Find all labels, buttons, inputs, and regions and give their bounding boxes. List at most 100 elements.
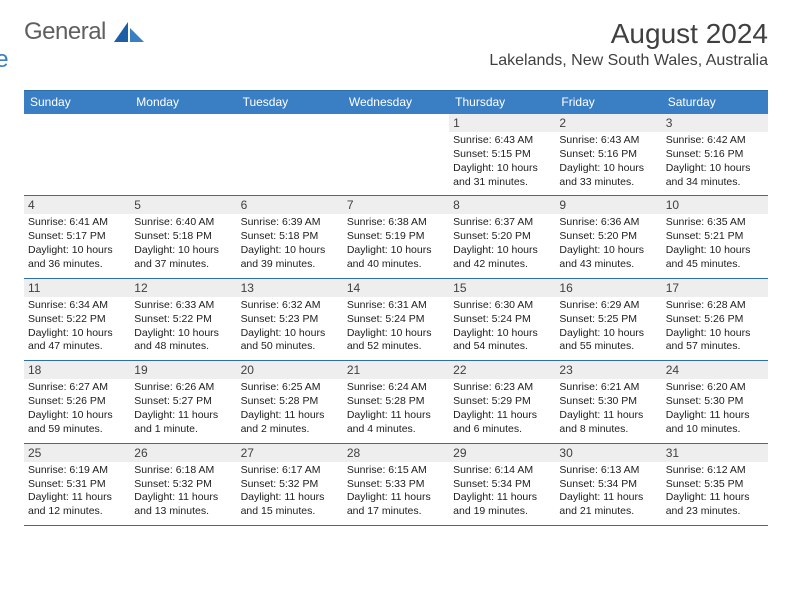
sunrise-text: Sunrise: 6:39 AM bbox=[241, 216, 339, 230]
day-number: 5 bbox=[130, 196, 236, 214]
day-cell: 11Sunrise: 6:34 AMSunset: 5:22 PMDayligh… bbox=[24, 279, 130, 360]
sunrise-text: Sunrise: 6:13 AM bbox=[559, 464, 657, 478]
sunrise-text: Sunrise: 6:35 AM bbox=[666, 216, 764, 230]
day-cell: 15Sunrise: 6:30 AMSunset: 5:24 PMDayligh… bbox=[449, 279, 555, 360]
day-info: Sunrise: 6:36 AMSunset: 5:20 PMDaylight:… bbox=[559, 216, 657, 271]
day-info: Sunrise: 6:27 AMSunset: 5:26 PMDaylight:… bbox=[28, 381, 126, 436]
daylight-text: Daylight: 11 hours and 1 minute. bbox=[134, 409, 232, 437]
sunset-text: Sunset: 5:21 PM bbox=[666, 230, 764, 244]
day-info: Sunrise: 6:24 AMSunset: 5:28 PMDaylight:… bbox=[347, 381, 445, 436]
day-number: 2 bbox=[555, 114, 661, 132]
day-number bbox=[343, 114, 449, 132]
day-number: 9 bbox=[555, 196, 661, 214]
sunset-text: Sunset: 5:17 PM bbox=[28, 230, 126, 244]
sunset-text: Sunset: 5:22 PM bbox=[28, 313, 126, 327]
sunrise-text: Sunrise: 6:43 AM bbox=[453, 134, 551, 148]
day-number: 8 bbox=[449, 196, 555, 214]
sunrise-text: Sunrise: 6:24 AM bbox=[347, 381, 445, 395]
day-number: 16 bbox=[555, 279, 661, 297]
sunrise-text: Sunrise: 6:19 AM bbox=[28, 464, 126, 478]
day-number: 17 bbox=[662, 279, 768, 297]
month-title: August 2024 bbox=[489, 18, 768, 50]
daylight-text: Daylight: 10 hours and 34 minutes. bbox=[666, 162, 764, 190]
day-cell: 28Sunrise: 6:15 AMSunset: 5:33 PMDayligh… bbox=[343, 444, 449, 525]
sunrise-text: Sunrise: 6:40 AM bbox=[134, 216, 232, 230]
day-cell: 20Sunrise: 6:25 AMSunset: 5:28 PMDayligh… bbox=[237, 361, 343, 442]
sunset-text: Sunset: 5:31 PM bbox=[28, 478, 126, 492]
sunrise-text: Sunrise: 6:29 AM bbox=[559, 299, 657, 313]
sunset-text: Sunset: 5:22 PM bbox=[134, 313, 232, 327]
daylight-text: Daylight: 11 hours and 12 minutes. bbox=[28, 491, 126, 519]
day-cell: 6 Sunrise: 6:39 AMSunset: 5:18 PMDaylight… bbox=[237, 196, 343, 277]
day-cell: 9 Sunrise: 6:36 AMSunset: 5:20 PMDaylight… bbox=[555, 196, 661, 277]
weekday-fri: Friday bbox=[555, 91, 661, 114]
sunset-text: Sunset: 5:32 PM bbox=[134, 478, 232, 492]
day-number: 1 bbox=[449, 114, 555, 132]
day-cell bbox=[237, 114, 343, 195]
day-info: Sunrise: 6:29 AMSunset: 5:25 PMDaylight:… bbox=[559, 299, 657, 354]
day-cell: 7Sunrise: 6:38 AMSunset: 5:19 PMDaylight… bbox=[343, 196, 449, 277]
day-info: Sunrise: 6:21 AMSunset: 5:30 PMDaylight:… bbox=[559, 381, 657, 436]
daylight-text: Daylight: 10 hours and 55 minutes. bbox=[559, 327, 657, 355]
day-cell: 31Sunrise: 6:12 AMSunset: 5:35 PMDayligh… bbox=[662, 444, 768, 525]
sunrise-text: Sunrise: 6:27 AM bbox=[28, 381, 126, 395]
sunset-text: Sunset: 5:34 PM bbox=[559, 478, 657, 492]
week-row: 4 Sunrise: 6:41 AMSunset: 5:17 PM Daylight… bbox=[24, 196, 768, 278]
sunrise-text: Sunrise: 6:20 AM bbox=[666, 381, 764, 395]
day-number: 3 bbox=[662, 114, 768, 132]
sunrise-text: Sunrise: 6:41 AM bbox=[28, 216, 126, 230]
day-number: 30 bbox=[555, 444, 661, 462]
sunrise-text: Sunrise: 6:18 AM bbox=[134, 464, 232, 478]
daylight-text: Daylight: 10 hours and 50 minutes. bbox=[241, 327, 339, 355]
daylight-text: Daylight: 11 hours and 6 minutes. bbox=[453, 409, 551, 437]
sunset-text: Sunset: 5:19 PM bbox=[347, 230, 445, 244]
sunset-text: Sunset: 5:33 PM bbox=[347, 478, 445, 492]
day-cell: 26Sunrise: 6:18 AMSunset: 5:32 PMDayligh… bbox=[130, 444, 236, 525]
day-info: Sunrise: 6:43 AMSunset: 5:15 PMDaylight:… bbox=[453, 134, 551, 189]
day-cell: 17Sunrise: 6:28 AMSunset: 5:26 PMDayligh… bbox=[662, 279, 768, 360]
location: Lakelands, New South Wales, Australia bbox=[489, 52, 768, 70]
sunrise-text: Sunrise: 6:37 AM bbox=[453, 216, 551, 230]
logo-sail-icon bbox=[114, 22, 146, 44]
sunset-text: Sunset: 5:16 PM bbox=[559, 148, 657, 162]
sunrise-text: Sunrise: 6:38 AM bbox=[347, 216, 445, 230]
logo-text-general: General bbox=[24, 18, 106, 45]
day-number bbox=[237, 114, 343, 132]
day-info: Sunrise: 6:34 AMSunset: 5:22 PMDaylight:… bbox=[28, 299, 126, 354]
day-number: 13 bbox=[237, 279, 343, 297]
day-info: Sunrise: 6:30 AMSunset: 5:24 PMDaylight:… bbox=[453, 299, 551, 354]
page-header: General Blue August 2024 Lakelands, New … bbox=[0, 0, 792, 82]
daylight-text: Daylight: 10 hours and 52 minutes. bbox=[347, 327, 445, 355]
weekday-mon: Monday bbox=[130, 91, 236, 114]
daylight-text: Daylight: 11 hours and 4 minutes. bbox=[347, 409, 445, 437]
sunrise-text: Sunrise: 6:12 AM bbox=[666, 464, 764, 478]
day-info: Sunrise: 6:38 AMSunset: 5:19 PMDaylight:… bbox=[347, 216, 445, 271]
day-cell: 19Sunrise: 6:26 AMSunset: 5:27 PMDayligh… bbox=[130, 361, 236, 442]
day-number: 4 bbox=[24, 196, 130, 214]
day-number: 21 bbox=[343, 361, 449, 379]
day-info: Sunrise: 6:33 AMSunset: 5:22 PMDaylight:… bbox=[134, 299, 232, 354]
sunset-text: Sunset: 5:32 PM bbox=[241, 478, 339, 492]
day-info: Sunrise: 6:39 AMSunset: 5:18 PMDaylight:… bbox=[241, 216, 339, 271]
day-number: 29 bbox=[449, 444, 555, 462]
day-cell: 12 Sunrise: 6:33 AMSunset: 5:22 PMDayligh… bbox=[130, 279, 236, 360]
daylight-text: Daylight: 10 hours and 33 minutes. bbox=[559, 162, 657, 190]
daylight-text: Daylight: 10 hours and 40 minutes. bbox=[347, 244, 445, 272]
day-cell: 21 Sunrise: 6:24 AMSunset: 5:28 PMDayligh… bbox=[343, 361, 449, 442]
day-info: Sunrise: 6:20 AMSunset: 5:30 PMDaylight:… bbox=[666, 381, 764, 436]
day-number: 6 bbox=[237, 196, 343, 214]
day-cell: 8Sunrise: 6:37 AMSunset: 5:20 PMDaylight… bbox=[449, 196, 555, 277]
daylight-text: Daylight: 11 hours and 10 minutes. bbox=[666, 409, 764, 437]
sunrise-text: Sunrise: 6:23 AM bbox=[453, 381, 551, 395]
sunset-text: Sunset: 5:20 PM bbox=[559, 230, 657, 244]
day-number: 19 bbox=[130, 361, 236, 379]
sunset-text: Sunset: 5:27 PM bbox=[134, 395, 232, 409]
sunset-text: Sunset: 5:29 PM bbox=[453, 395, 551, 409]
day-number: 12 bbox=[130, 279, 236, 297]
day-cell bbox=[343, 114, 449, 195]
weeks-container: 1 Sunrise: 6:43 AMSunset: 5:15 PMDaylight… bbox=[24, 114, 768, 526]
sunrise-text: Sunrise: 6:31 AM bbox=[347, 299, 445, 313]
weekday-header: Sunday Monday Tuesday Wednesday Thursday… bbox=[24, 91, 768, 114]
sunset-text: Sunset: 5:30 PM bbox=[559, 395, 657, 409]
day-cell: 30Sunrise: 6:13 AMSunset: 5:34 PMDayligh… bbox=[555, 444, 661, 525]
